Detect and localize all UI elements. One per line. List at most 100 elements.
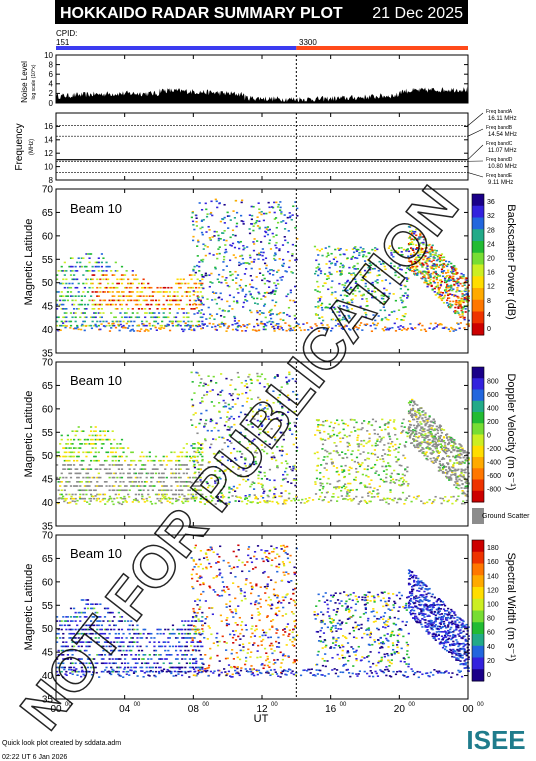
beam-cell [91,274,94,276]
beam-cell [241,288,244,291]
beam-cell [191,308,195,310]
beam-cell [315,270,318,273]
beam-cell [361,427,364,429]
beam-cell [157,459,161,462]
beam-cell [273,479,276,482]
beam-cell [289,329,292,332]
beam-cell [435,428,438,431]
beam-cell [267,270,270,273]
beam-cell [462,301,465,304]
beam-cell [408,495,411,497]
frequency-ytick-label: 8 [49,176,54,185]
beam-cell [450,284,453,287]
beam-cell [69,607,73,610]
beam-cell [161,493,164,496]
beam-cell [383,300,386,303]
beam-cell [398,479,401,482]
colorbar-tick-label: 32 [487,213,495,220]
beam-cell [104,503,107,505]
beam-cell [330,273,333,276]
beam-cell [89,282,93,285]
beam-cell [65,325,68,327]
beam-cell [275,247,278,249]
beam-cell [76,468,79,470]
beam-cell [323,430,326,433]
beam-cell [170,489,173,492]
beam-cell [362,451,365,453]
beam-cell [253,222,256,225]
beam-cell [119,464,122,466]
beam-cell [277,400,280,403]
beam-cell [134,497,137,500]
beam-cell [79,265,82,268]
beam-cell [211,485,214,488]
beam-cell [228,215,231,217]
beam-cell [440,280,444,283]
beam-cell [366,486,369,489]
beam-cell [335,445,338,447]
beam-cell [430,285,433,288]
beam-cell [409,253,413,256]
beam-cell [291,253,294,255]
beam-cell [76,261,79,264]
noise-series [56,86,468,103]
beam-cell [325,278,329,280]
beam-cell [411,241,414,243]
beam-cell [282,434,285,437]
beam-cell [75,327,78,330]
beam-cell [238,264,241,267]
beam-cell [406,267,409,269]
beam-cell [458,327,461,330]
beam-cell [227,425,230,428]
beam-cell [216,500,220,502]
beam-cell [294,424,297,427]
beam-cell [214,474,217,476]
beam-cell [223,310,227,312]
beam-cell [220,496,223,498]
beam-cell [411,398,414,401]
beam-cell [257,396,260,399]
beam-cell [461,469,464,471]
beam-cell [110,299,113,302]
beam-cell [179,286,182,289]
beam-cell [303,329,306,331]
beam-cell [221,389,224,392]
beam-cell [96,278,99,281]
colorbar-tick-label: 12 [487,284,495,291]
beam-cell [414,412,417,415]
beam-cell [210,443,213,446]
beam-cell [350,257,353,259]
beam-cell [416,404,419,406]
beam-cell [88,261,91,264]
beam-cell [366,468,369,471]
beam-cell [77,291,80,293]
beam-cell [427,244,430,247]
beam-cell [138,330,142,333]
beam-cell [460,445,463,447]
beam-cell [86,468,90,470]
beam-cell [398,464,401,467]
beam-cell [89,316,93,319]
beam-cell [336,451,339,454]
beam-cell [276,465,279,467]
beam-cell [181,455,184,458]
beam-cell [465,296,468,298]
beam-cell [346,424,350,427]
beam-cell [393,251,396,254]
beam-cell [434,437,437,439]
beam-cell [160,501,163,504]
beam-cell [254,449,257,452]
beam-cell [191,404,195,407]
beam-cell [198,374,201,377]
beam-cell [223,405,227,408]
beam-velocity-ytick-label: 40 [42,498,54,509]
beam-cell [348,328,351,330]
beam-cell [323,456,326,458]
beam-cell [123,274,127,276]
beam-cell [76,286,79,289]
beam-cell [243,462,247,465]
beam-cell [256,253,259,256]
beam-cell [82,489,85,492]
beam-cell [71,455,74,458]
beam-cell [244,458,247,461]
